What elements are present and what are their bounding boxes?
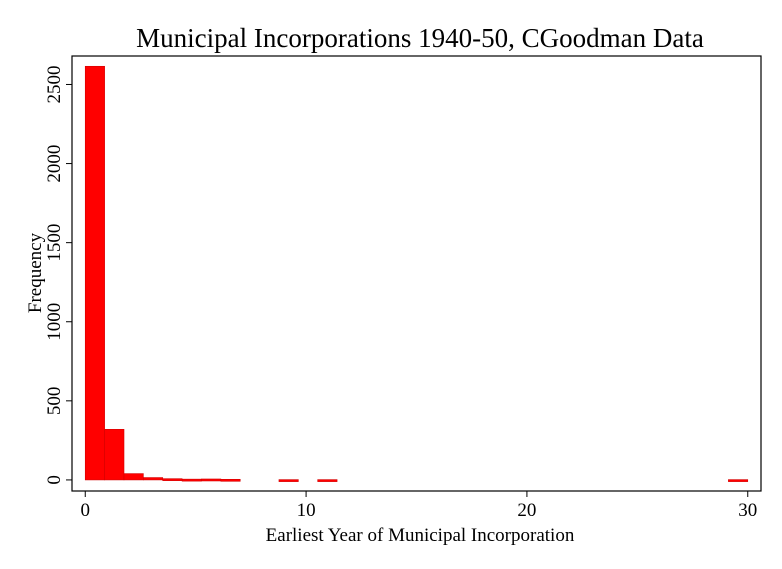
x-tick-label: 30 [738,500,757,521]
y-tick-label: 0 [44,475,65,485]
histogram-bar-1 [104,429,125,481]
histogram-bar-5 [181,478,202,482]
chart-title: Municipal Incorporations 1940-50, CGoodm… [136,23,704,53]
y-tick-label: 1000 [44,303,65,341]
x-tick-label: 10 [297,500,316,521]
histogram-bar-2 [123,473,144,481]
histogram-bar-9 [317,479,338,482]
histogram-bar-6 [201,478,222,482]
x-axis: 0 10 20 30 [81,491,757,521]
histogram-bar-8 [278,479,299,482]
y-axis-label: Frequency [25,232,46,313]
bars-group [84,65,749,482]
histogram-bar-7 [220,478,241,482]
histogram-bar-4 [162,478,183,481]
y-tick-label: 1500 [44,224,65,262]
y-tick-label: 500 [44,387,65,416]
histogram-bar-10 [728,479,749,482]
x-tick-label: 0 [81,500,91,521]
y-axis: 0 500 1000 1500 2000 2500 [44,65,72,485]
plot-frame [71,55,762,492]
x-tick-label: 20 [517,500,536,521]
y-tick-label: 2000 [44,145,65,183]
histogram-bar-3 [143,477,164,481]
x-axis-label: Earliest Year of Municipal Incorporation [266,525,575,546]
histogram-bar-0 [84,65,105,481]
y-tick-label: 2500 [44,65,65,103]
